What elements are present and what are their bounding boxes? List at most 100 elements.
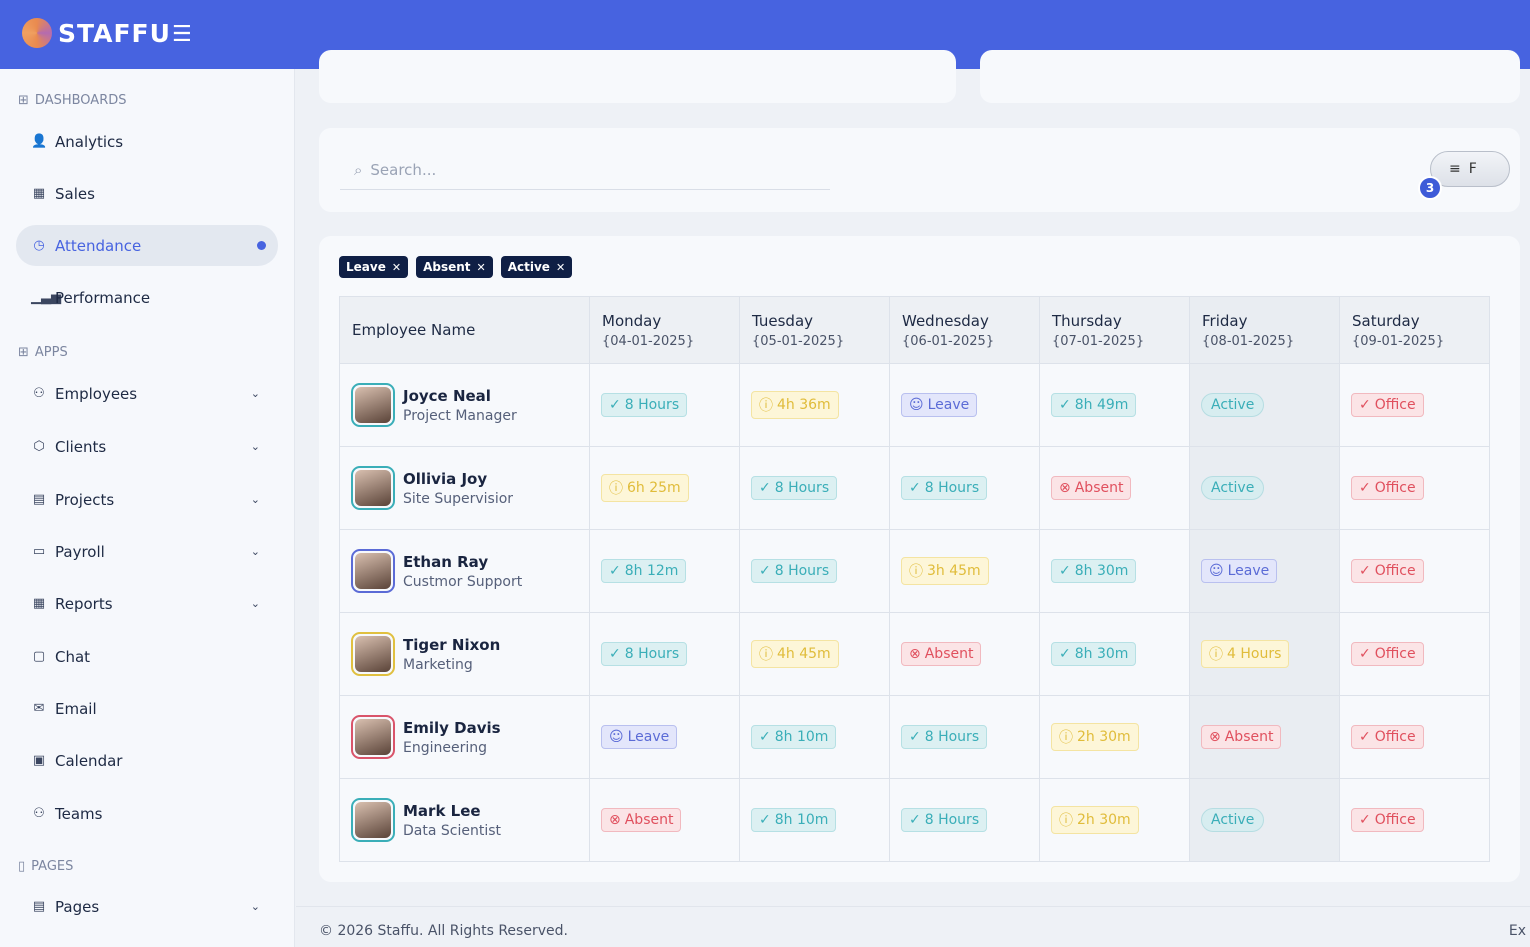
info-circle-icon: ⓘ: [609, 481, 623, 497]
status-badge[interactable]: ✓ 8 Hours: [901, 725, 988, 749]
table-row: Mark Lee Data Scientist ⊗ Absent ✓ 8h 10m ✓ 8 H…: [339, 778, 1490, 862]
chevron-down-icon[interactable]: ⌄: [250, 493, 260, 506]
status-badge[interactable]: ⓘ 2h 30m: [1051, 723, 1139, 751]
filter-button[interactable]: ≡ F: [1430, 151, 1510, 187]
status-badge[interactable]: Active: [1201, 393, 1265, 417]
employee-name: Joyce Neal: [403, 386, 491, 405]
status-badge[interactable]: ☺ Leave: [901, 393, 978, 417]
check-circle-icon: ✓: [1359, 397, 1371, 413]
status-badge[interactable]: ✓ 8h 49m: [1051, 393, 1137, 417]
status-badge[interactable]: Active: [1201, 476, 1265, 500]
status-text: Office: [1374, 646, 1416, 662]
sidebar-item-reports[interactable]: ▦ Reports ⌄: [16, 583, 278, 624]
status-text: Leave: [927, 397, 970, 413]
status-badge[interactable]: ⓘ 4h 36m: [751, 391, 839, 419]
status-badge[interactable]: ✓ 8 Hours: [901, 808, 988, 832]
close-icon[interactable]: ✕: [391, 260, 402, 274]
status-badge[interactable]: ⓘ 2h 30m: [1051, 806, 1139, 834]
status-badge[interactable]: ✓ 8h 10m: [751, 808, 837, 832]
status-badge[interactable]: ✓ 8 Hours: [751, 559, 838, 583]
status-badge[interactable]: ✓ Office: [1351, 476, 1424, 500]
status-badge[interactable]: ⓘ 4h 45m: [751, 640, 839, 668]
employee-role: Marketing: [403, 656, 473, 673]
sidebar-item-clients[interactable]: ⬡ Clients ⌄: [16, 426, 278, 467]
info-circle-icon: ⓘ: [1209, 647, 1223, 663]
smile-icon: ☺: [909, 397, 924, 413]
section-label: DASHBOARDS: [34, 93, 127, 108]
chevron-down-icon[interactable]: ⌄: [250, 440, 260, 453]
status-text: 3h 45m: [927, 563, 981, 579]
sidebar-item-performance[interactable]: ▁▃▅ Performance: [16, 277, 278, 318]
status-text: Leave: [627, 729, 670, 745]
status-badge[interactable]: ⊗ Absent: [601, 808, 682, 832]
sidebar-item-pages[interactable]: ▤ Pages ⌄: [16, 886, 278, 927]
attendance-cell: ✓ 8 Hours: [739, 446, 890, 530]
status-badge[interactable]: ☺ Leave: [1201, 559, 1278, 583]
status-badge[interactable]: ✓ 8h 30m: [1051, 642, 1137, 666]
status-badge[interactable]: ✓ Office: [1351, 559, 1424, 583]
status-badge[interactable]: Active: [1201, 808, 1265, 832]
status-badge[interactable]: ✓ Office: [1351, 725, 1424, 749]
x-circle-icon: ⊗: [1209, 729, 1221, 745]
sidebar-item-label: Projects: [55, 490, 115, 509]
status-badge[interactable]: ✓ Office: [1351, 393, 1424, 417]
status-badge[interactable]: ✓ 8h 10m: [751, 725, 837, 749]
status-badge[interactable]: ✓ 8 Hours: [601, 393, 688, 417]
sidebar-item-analytics[interactable]: 👤 Analytics: [16, 121, 278, 162]
attendance-cell: ✓ 8h 10m: [739, 778, 890, 862]
status-text: 8 Hours: [624, 397, 680, 413]
search-input[interactable]: ⌕ Search...: [340, 150, 830, 190]
sidebar-item-employees[interactable]: ⚇ Employees ⌄: [16, 373, 278, 414]
status-badge[interactable]: ✓ 8 Hours: [601, 642, 688, 666]
employee-cell: Joyce Neal Project Manager: [339, 363, 590, 447]
brand-logo[interactable]: STAFFU: [22, 18, 171, 48]
sidebar-item-calendar[interactable]: ▣ Calendar: [16, 740, 278, 781]
status-badge[interactable]: ✓ 8h 30m: [1051, 559, 1137, 583]
column-header-day: Thursday {07-01-2025}: [1039, 296, 1190, 364]
attendance-cell: ⓘ 6h 25m: [589, 446, 740, 530]
status-badge[interactable]: ✓ Office: [1351, 642, 1424, 666]
avatar: [351, 549, 395, 593]
status-badge[interactable]: ☺ Leave: [601, 725, 678, 749]
sidebar-item-label: Calendar: [55, 751, 123, 770]
sidebar-item-payroll[interactable]: ▭ Payroll ⌄: [16, 531, 278, 572]
close-icon[interactable]: ✕: [476, 260, 486, 274]
sidebar-item-sales[interactable]: ▦ Sales: [16, 173, 278, 214]
avatar: [351, 466, 395, 510]
x-circle-icon: ⊗: [1059, 480, 1071, 496]
status-badge[interactable]: ⓘ 4 Hours: [1201, 640, 1290, 668]
status-text: Active: [1211, 812, 1255, 828]
status-badge[interactable]: ✓ 8 Hours: [901, 476, 988, 500]
sidebar-item-projects[interactable]: ▤ Projects ⌄: [16, 479, 278, 520]
check-circle-icon: ✓: [1359, 646, 1371, 662]
close-icon[interactable]: ✕: [555, 260, 566, 274]
status-badge[interactable]: ⊗ Absent: [1201, 725, 1282, 749]
check-circle-icon: ✓: [909, 480, 921, 496]
sidebar-item-teams[interactable]: ⚇ Teams: [16, 793, 278, 834]
status-badge[interactable]: ✓ 8 Hours: [751, 476, 838, 500]
menu-collapse-icon[interactable]: ☰: [172, 22, 192, 47]
chevron-down-icon[interactable]: ⌄: [250, 545, 260, 558]
teams-icon: ⚇: [33, 806, 45, 821]
status-badge[interactable]: ⊗ Absent: [1051, 476, 1132, 500]
chip-label: Leave: [346, 260, 386, 274]
employee-role: Project Manager: [403, 407, 517, 424]
sidebar-item-chat[interactable]: ▢ Chat: [16, 636, 278, 677]
status-badge[interactable]: ⊗ Absent: [901, 642, 982, 666]
status-badge[interactable]: ✓ 8h 12m: [601, 559, 687, 583]
chevron-down-icon[interactable]: ⌄: [250, 597, 260, 610]
footer-link[interactable]: Ex: [1508, 923, 1526, 939]
status-badge[interactable]: ✓ Office: [1351, 808, 1424, 832]
sidebar-item-email[interactable]: ✉ Email: [16, 688, 278, 729]
attendance-cell: ⊗ Absent: [1039, 446, 1190, 530]
column-header-day: Friday {08-01-2025}: [1189, 296, 1340, 364]
chevron-down-icon[interactable]: ⌄: [250, 387, 260, 400]
status-badge[interactable]: ⓘ 3h 45m: [901, 557, 989, 585]
sidebar-item-attendance[interactable]: ◷ Attendance: [16, 225, 278, 266]
status-text: 8 Hours: [624, 646, 680, 662]
handshake-icon: ⬡: [33, 439, 45, 454]
sidebar-item-label: Reports: [55, 594, 113, 613]
chevron-down-icon[interactable]: ⌄: [250, 900, 260, 913]
status-badge[interactable]: ⓘ 6h 25m: [601, 474, 689, 502]
employee-role: Site Supervisior: [403, 490, 514, 507]
